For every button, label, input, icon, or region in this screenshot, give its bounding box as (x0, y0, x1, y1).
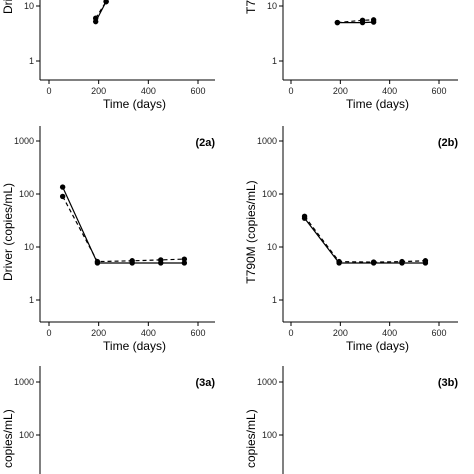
series-line-dashed (304, 215, 426, 263)
series-line-dashed (62, 196, 185, 263)
x-tick-label: 0 (46, 86, 51, 96)
panel-label: (2b) (438, 137, 459, 149)
x-tick-label: 0 (288, 328, 293, 338)
y-tick-label: 1 (29, 56, 34, 66)
x-axis-label: Time (days) (346, 97, 409, 111)
y-tick-label: 100 (19, 430, 34, 440)
x-tick-label: 600 (431, 86, 446, 96)
x-tick-label: 400 (141, 328, 156, 338)
data-point (94, 258, 101, 265)
y-tick-label: 100 (262, 189, 277, 199)
y-tick-label: 10 (24, 1, 34, 11)
data-point (59, 193, 66, 200)
y-axis-label: T790M (copies/mL) (244, 180, 258, 283)
y-tick-label: 1 (272, 295, 277, 305)
y-axis-label: Driver (copies/mL) (1, 183, 15, 281)
series-line-solid (337, 21, 374, 24)
x-tick-label: 200 (91, 328, 106, 338)
x-tick-label: 0 (46, 328, 51, 338)
y-tick-label: 1000 (257, 377, 277, 387)
y-tick-label: 10 (267, 1, 277, 11)
y-axis-label: T790M (244, 0, 258, 14)
x-tick-label: 600 (431, 328, 446, 338)
panel-1b: 1 10 0 200 400 600 Time (days) T790M (244, 0, 458, 111)
y-tick-label: 1 (272, 56, 277, 66)
x-tick-label: 400 (382, 86, 397, 96)
x-tick-label: 600 (190, 328, 205, 338)
panel-2b: 1 10 100 1000 0 200 400 600 Time (days) T790M (co… (244, 126, 458, 353)
data-point (103, 0, 109, 5)
x-tick-label: 400 (141, 86, 156, 96)
panel-3b: 100 1000 copies/mL) (3b) (244, 366, 458, 474)
x-tick-label: 200 (333, 86, 348, 96)
y-tick-label: 1000 (14, 136, 34, 146)
x-axis-label: Time (days) (346, 339, 409, 353)
data-point (301, 213, 308, 219)
data-point (336, 258, 342, 265)
panel-1a: 1 10 0 200 400 600 Time (days) Driver (1, 0, 215, 111)
panel-label: (3a) (195, 377, 215, 389)
y-tick-label: 1000 (257, 136, 277, 146)
x-tick-label: 400 (382, 328, 397, 338)
y-tick-label: 1 (29, 295, 34, 305)
x-axis-label: Time (days) (103, 339, 166, 353)
data-point (399, 258, 405, 265)
data-point (181, 260, 188, 266)
data-point (370, 259, 377, 265)
y-tick-label: 1000 (14, 377, 34, 387)
panel-label: (2a) (195, 137, 215, 149)
data-point (92, 15, 99, 21)
y-axis-label: copies/mL) (1, 409, 15, 468)
y-tick-label: 10 (267, 242, 277, 252)
y-tick-label: 10 (24, 242, 34, 252)
x-tick-label: 200 (333, 328, 348, 338)
x-tick-label: 600 (190, 86, 205, 96)
data-point (181, 256, 188, 262)
panel-label: (3b) (438, 377, 459, 389)
y-tick-label: 100 (19, 189, 34, 199)
y-tick-label: 100 (262, 430, 277, 440)
series-line-solid (62, 186, 185, 264)
x-tick-label: 200 (91, 86, 106, 96)
y-axis-label: Driver (1, 0, 15, 14)
y-axis-label: copies/mL) (244, 409, 258, 468)
data-point (334, 19, 341, 26)
series-line-dashed (95, 1, 107, 19)
panel-3a: 100 1000 copies/mL) (3a) (1, 366, 215, 474)
data-point (370, 17, 377, 23)
panel-2a: 1 10 100 1000 0 200 400 600 Time (days) Driver (c… (1, 126, 215, 353)
data-point (59, 184, 66, 190)
x-axis-label: Time (days) (103, 97, 166, 111)
data-point (158, 257, 164, 263)
data-point (129, 258, 135, 264)
x-tick-label: 0 (288, 86, 293, 96)
series-line-dashed (337, 19, 374, 24)
data-point (359, 17, 366, 23)
data-point (422, 258, 429, 264)
